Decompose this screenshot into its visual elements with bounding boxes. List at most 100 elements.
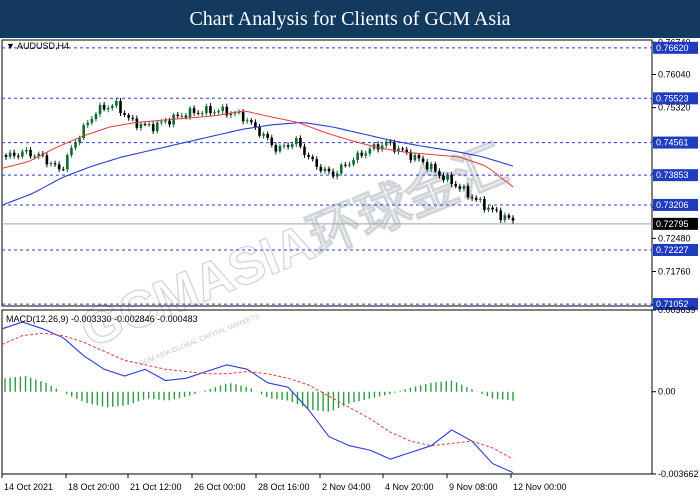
candle-body (143, 124, 147, 126)
level-label: 0.73206 (656, 200, 689, 210)
candle-body (78, 138, 81, 143)
candle-body (168, 120, 171, 125)
candle-body (495, 209, 498, 211)
candle-body (176, 114, 180, 117)
level-label: 0.73853 (656, 170, 689, 180)
candle-body (4, 155, 8, 157)
candle-body (205, 106, 208, 114)
candle-body (339, 164, 343, 174)
macd-y-tick-label: 0.003639 (658, 305, 696, 315)
candle-body (368, 148, 372, 154)
candle-body (282, 145, 286, 147)
candle-body (507, 215, 511, 218)
candle-body (503, 215, 507, 221)
candle-body (303, 146, 306, 155)
x-tick-label: 28 Oct 16:00 (258, 482, 310, 492)
candle-body (111, 105, 114, 109)
candle-body (462, 185, 466, 189)
candle-body (57, 164, 61, 170)
candle-body (360, 152, 364, 156)
candle-body (323, 168, 327, 172)
y-tick-label: 0.76040 (658, 70, 691, 80)
level-label: 0.74561 (656, 138, 689, 148)
level-label: 0.76620 (656, 43, 689, 53)
candle-body (233, 112, 237, 114)
candle-body (266, 133, 269, 138)
candle-body (511, 217, 515, 221)
candle-body (102, 104, 106, 110)
level-box (653, 92, 698, 105)
candle-body (21, 151, 24, 157)
candle-body (384, 141, 388, 146)
x-tick-label: 26 Oct 00:00 (194, 482, 246, 492)
ma-slow-line (1, 121, 514, 206)
candle-body (474, 197, 478, 200)
level-box (653, 198, 698, 211)
candle-body (290, 144, 294, 147)
candle-body (254, 122, 257, 127)
candle-body (135, 118, 139, 128)
candle-body (401, 148, 404, 150)
y-tick-label: 0.71760 (658, 266, 691, 276)
candle-body (319, 166, 323, 172)
candle-body (29, 149, 32, 157)
candle-body (217, 111, 220, 113)
macd-y-tick-label: 0.00 (658, 387, 676, 397)
candle-body (74, 142, 77, 148)
candle-body (131, 117, 135, 119)
candle-body (37, 153, 41, 157)
candle-body (115, 101, 118, 106)
macd-panel: 0.003639 0.00 -0.003662 (1, 305, 699, 479)
candle-body (160, 121, 163, 123)
level-box (653, 298, 698, 311)
level-box (653, 136, 698, 149)
candle-body (446, 174, 449, 180)
level-box (653, 41, 698, 54)
candle-body (327, 168, 331, 172)
candle-body (470, 197, 474, 199)
candle-body (209, 106, 212, 114)
candle-body (94, 114, 98, 119)
chart-area: GCMASIA环球金汇 GCM ASIA GLOBAL CAPITAL MARK… (0, 38, 700, 500)
y-tick-label: 0.75320 (658, 103, 691, 113)
candle-body (245, 120, 249, 122)
candle-body (164, 120, 167, 122)
candle-body (258, 126, 261, 136)
candle-body (417, 154, 421, 159)
candle-body (127, 114, 130, 118)
candle-body (8, 152, 12, 157)
x-tick-label: 21 Oct 12:00 (130, 482, 182, 492)
candle-body (483, 198, 486, 210)
candle-body (25, 149, 28, 152)
candle-body (119, 101, 122, 114)
candle-body (70, 147, 73, 156)
candle-body (348, 164, 351, 166)
candle-body (499, 210, 503, 221)
candle-body (487, 207, 490, 210)
candle-body (413, 154, 417, 161)
x-axis: 14 Oct 2021 18 Oct 20:00 21 Oct 12:00 26 Oc… (1, 474, 567, 492)
price-panel: 0.767400.760400.753200.746000.738800.731… (1, 38, 698, 311)
candle-body (180, 115, 184, 117)
candle-body (331, 171, 335, 177)
candle-body (393, 142, 396, 152)
symbol-arrow-icon[interactable]: ▼ (6, 41, 15, 51)
candle-body (397, 148, 400, 152)
candle-body (450, 174, 453, 184)
candle-body (49, 163, 53, 165)
candle-body (335, 173, 339, 177)
candle-body (90, 118, 94, 123)
candle-body (409, 152, 413, 161)
candle-body (352, 160, 355, 165)
current-price-label: 0.72795 (656, 219, 689, 229)
candle-body (196, 112, 200, 114)
candle-body (151, 124, 155, 132)
candle-body (12, 152, 16, 156)
x-tick-label: 14 Oct 2021 (4, 482, 53, 492)
candle-body (478, 198, 482, 200)
candle-body (45, 155, 49, 165)
y-tick-label: 0.72480 (658, 233, 691, 243)
candle-body (286, 145, 290, 147)
x-tick-label: 12 Nov 00:00 (513, 482, 567, 492)
candle-body (250, 120, 253, 123)
